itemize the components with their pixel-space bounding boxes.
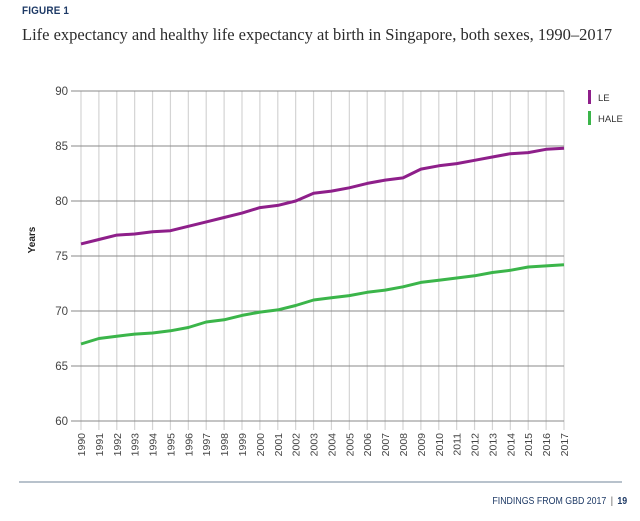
series-lines (80, 146, 565, 346)
x-tick-label: 2004 (326, 433, 338, 457)
footer-text: FINDINGS FROM GBD 2017 (492, 496, 607, 507)
x-tick-label: 2000 (255, 433, 267, 457)
x-tick-label: 2002 (291, 433, 303, 457)
x-tick-label: 2017 (559, 433, 571, 457)
x-tick-label: 2003 (309, 433, 321, 457)
vertical-gridlines (80, 91, 565, 430)
x-tick-label: 2008 (398, 433, 410, 457)
page-footer: FINDINGS FROM GBD 2017 | 19 (492, 496, 627, 507)
series-line-hale (80, 263, 565, 346)
footer-divider (19, 481, 622, 483)
x-tick-label: 2011 (452, 433, 464, 456)
x-tick-label: 2014 (505, 433, 517, 457)
footer-separator: | (610, 496, 613, 507)
y-tick-label: 60 (55, 416, 68, 428)
y-tick-label: 75 (55, 251, 68, 263)
series-line-le (80, 146, 565, 246)
legend: LE HALE (588, 90, 623, 125)
figure-label: FIGURE 1 (22, 5, 70, 17)
horizontal-gridlines (71, 90, 564, 422)
x-tick-label: 1997 (201, 433, 213, 457)
x-tick-label: 2012 (470, 433, 482, 457)
x-tick-label: 2001 (273, 433, 285, 457)
x-tick-label: 2007 (380, 433, 392, 457)
x-tick-label: 1995 (165, 433, 177, 457)
y-tick-label: 85 (55, 141, 68, 153)
x-tick-label: 1999 (237, 433, 249, 457)
x-tick-label: 1994 (148, 433, 160, 457)
page-number: 19 (617, 496, 627, 507)
x-tick-label: 2010 (434, 433, 446, 457)
x-tick-label: 1991 (94, 433, 106, 457)
x-tick-label: 2009 (416, 433, 428, 457)
x-tick-label: 1990 (76, 433, 88, 457)
y-tick-label: 80 (55, 196, 68, 208)
x-tick-label: 1998 (219, 433, 231, 457)
y-tick-label: 65 (55, 361, 68, 373)
legend-swatch-le (588, 90, 591, 104)
legend-label-le: LE (598, 93, 610, 104)
figure-title: Life expectancy and healthy life expecta… (22, 25, 613, 44)
legend-label-hale: HALE (598, 114, 623, 125)
legend-swatch-hale (588, 111, 591, 125)
x-tick-label: 2005 (344, 433, 356, 457)
x-tick-label: 2013 (487, 433, 499, 457)
y-axis-tick-labels: 60 65 70 75 80 85 90 (55, 86, 68, 428)
x-tick-label: 1992 (112, 433, 124, 457)
x-axis-tick-labels: 1990 1991 1992 1993 1994 1995 1996 1997 1998 1999… (76, 433, 571, 457)
x-tick-label: 1996 (183, 433, 195, 457)
y-tick-label: 70 (55, 306, 68, 318)
x-tick-label: 2015 (523, 433, 535, 457)
x-tick-label: 1993 (130, 433, 142, 457)
x-tick-label: 2016 (541, 433, 553, 457)
y-axis-label: Years (27, 226, 38, 253)
y-tick-label: 90 (55, 86, 68, 98)
x-tick-label: 2006 (362, 433, 374, 457)
